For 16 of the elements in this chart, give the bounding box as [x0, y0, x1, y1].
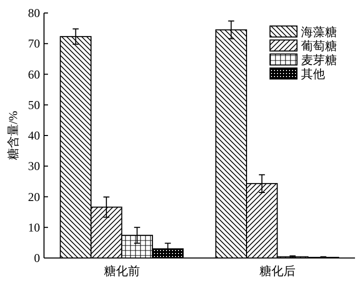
legend-label: 麦芽糖 — [301, 53, 337, 67]
y-tick-label: 80 — [28, 6, 40, 20]
legend-label: 海藻糖 — [301, 25, 337, 39]
y-tick-label: 50 — [28, 98, 40, 112]
y-tick-label: 40 — [28, 128, 40, 142]
y-tick-label: 30 — [28, 159, 40, 174]
y-tick-label: 10 — [28, 220, 40, 234]
x-tick-label: 糖化后 — [259, 264, 296, 278]
y-tick-label: 20 — [28, 190, 40, 204]
y-tick-label: 0 — [34, 251, 40, 265]
y-tick-label: 70 — [28, 36, 40, 51]
y-tick-label: 60 — [28, 67, 40, 82]
x-tick-label: 糖化前 — [104, 264, 140, 278]
y-axis-title: 糖含量/% — [6, 110, 20, 160]
legend-label: 其他 — [301, 67, 325, 81]
legend-label: 葡萄糖 — [301, 39, 337, 53]
